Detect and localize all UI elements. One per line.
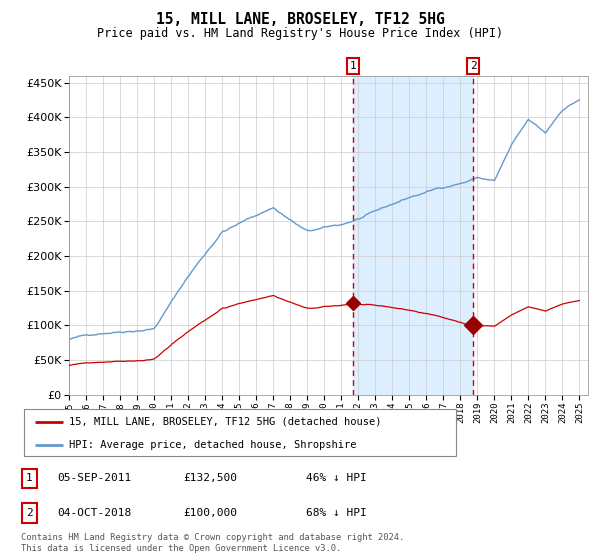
Text: 46% ↓ HPI: 46% ↓ HPI (306, 473, 367, 483)
Text: 2: 2 (470, 61, 476, 71)
Text: 68% ↓ HPI: 68% ↓ HPI (306, 508, 367, 518)
Text: 04-OCT-2018: 04-OCT-2018 (57, 508, 131, 518)
Text: HPI: Average price, detached house, Shropshire: HPI: Average price, detached house, Shro… (70, 440, 357, 450)
FancyBboxPatch shape (22, 503, 37, 522)
Text: 05-SEP-2011: 05-SEP-2011 (57, 473, 131, 483)
FancyBboxPatch shape (22, 469, 37, 488)
Text: Contains HM Land Registry data © Crown copyright and database right 2024.
This d: Contains HM Land Registry data © Crown c… (21, 533, 404, 553)
Text: £132,500: £132,500 (183, 473, 237, 483)
Bar (353, 76, 473, 395)
Text: 2: 2 (26, 508, 33, 518)
Text: 1: 1 (349, 61, 356, 71)
FancyBboxPatch shape (24, 409, 456, 456)
Text: 15, MILL LANE, BROSELEY, TF12 5HG (detached house): 15, MILL LANE, BROSELEY, TF12 5HG (detac… (70, 417, 382, 427)
Text: £100,000: £100,000 (183, 508, 237, 518)
Text: 15, MILL LANE, BROSELEY, TF12 5HG: 15, MILL LANE, BROSELEY, TF12 5HG (155, 12, 445, 27)
Text: Price paid vs. HM Land Registry's House Price Index (HPI): Price paid vs. HM Land Registry's House … (97, 27, 503, 40)
Text: 1: 1 (26, 473, 33, 483)
